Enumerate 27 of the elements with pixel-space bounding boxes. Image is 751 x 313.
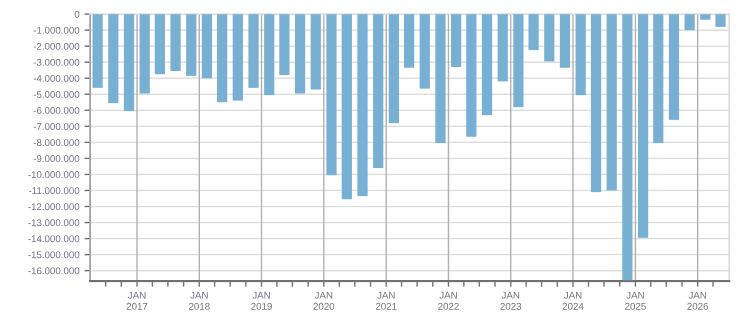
x-tick-label: JAN 2025 <box>625 292 646 310</box>
y-tick-label: -7.000.000 <box>34 123 80 130</box>
y-tick-label: -16.000.000 <box>28 267 80 274</box>
y-tick-label: -1.000.000 <box>34 26 80 34</box>
x-tick-label: JAN 2024 <box>562 292 584 310</box>
y-tick-label: -4.000.000 <box>34 74 80 82</box>
x-tick-label: JAN 2018 <box>188 292 210 310</box>
x-tick-label: JAN 2019 <box>251 292 272 310</box>
y-tick-label: -2.000.000 <box>34 42 80 50</box>
y-tick-label: -6.000.000 <box>34 107 80 114</box>
x-tick-label: JAN 2020 <box>313 292 334 310</box>
y-tick-label: -10.000.000 <box>28 171 80 178</box>
x-tick-label: JAN 2022 <box>438 292 459 310</box>
y-tick-label: -3.000.000 <box>34 58 80 66</box>
x-tick-label: JAN 2026 <box>687 292 708 310</box>
y-tick-label: -5.000.000 <box>34 90 80 98</box>
y-tick-label: 0 <box>74 10 80 18</box>
y-tick-label: -14.000.000 <box>28 235 80 242</box>
y-tick-label: -8.000.000 <box>34 139 80 146</box>
x-tick-label: JAN 2021 <box>376 292 397 310</box>
x-tick-label: JAN 2017 <box>126 292 148 310</box>
y-tick-label: -15.000.000 <box>28 251 80 258</box>
y-tick-label: -13.000.000 <box>28 219 80 226</box>
y-tick-label: -11.000.000 <box>28 187 80 194</box>
y-tick-label: -9.000.000 <box>34 155 80 162</box>
y-tick-label: -12.000.000 <box>28 203 80 210</box>
x-tick-label: JAN 2023 <box>500 292 522 310</box>
